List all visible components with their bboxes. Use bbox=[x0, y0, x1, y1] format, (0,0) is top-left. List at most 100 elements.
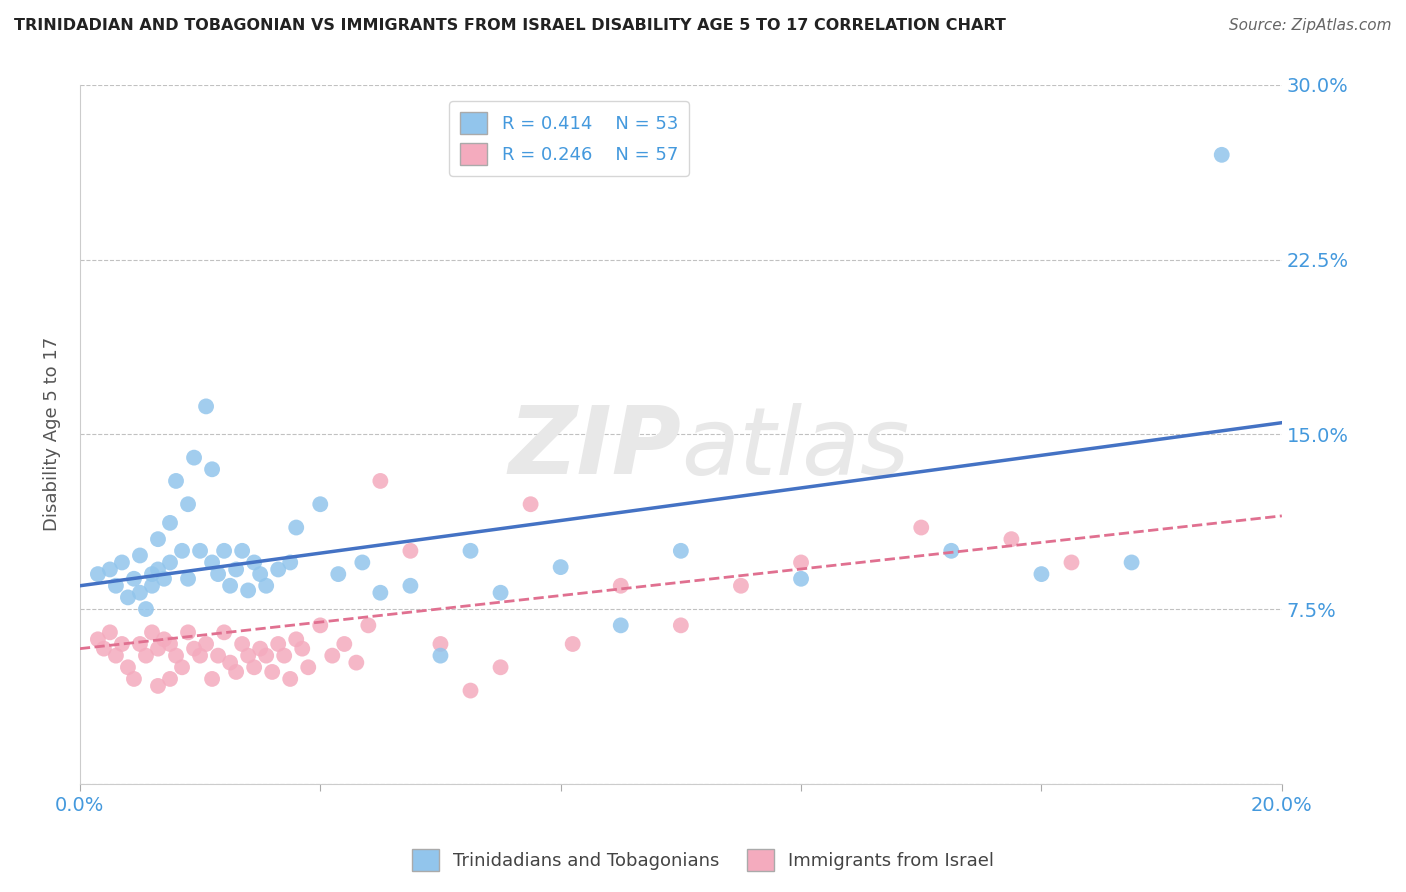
Point bbox=[212, 625, 235, 640]
Point bbox=[146, 641, 169, 656]
Point bbox=[159, 672, 181, 686]
Point bbox=[610, 579, 633, 593]
Point bbox=[141, 579, 163, 593]
Point bbox=[321, 648, 343, 663]
Point bbox=[117, 660, 139, 674]
Point bbox=[135, 648, 157, 663]
Point bbox=[1000, 532, 1022, 546]
Point bbox=[243, 556, 266, 570]
Point bbox=[267, 562, 290, 576]
Point bbox=[309, 618, 332, 632]
Point bbox=[370, 474, 392, 488]
Point bbox=[183, 450, 205, 465]
Point bbox=[212, 544, 235, 558]
Point bbox=[153, 632, 176, 647]
Point bbox=[460, 683, 482, 698]
Point bbox=[117, 591, 139, 605]
Point bbox=[177, 572, 200, 586]
Point bbox=[429, 637, 451, 651]
Point bbox=[790, 556, 813, 570]
Point bbox=[98, 625, 121, 640]
Point bbox=[104, 648, 127, 663]
Point bbox=[910, 520, 932, 534]
Point bbox=[561, 637, 583, 651]
Point bbox=[941, 544, 963, 558]
Point bbox=[344, 656, 367, 670]
Point bbox=[87, 567, 110, 582]
Point bbox=[129, 586, 152, 600]
Point bbox=[399, 579, 422, 593]
Point bbox=[177, 497, 200, 511]
Point bbox=[159, 556, 181, 570]
Point bbox=[225, 562, 247, 576]
Point bbox=[159, 637, 181, 651]
Point bbox=[285, 520, 308, 534]
Point bbox=[170, 660, 193, 674]
Point bbox=[122, 572, 145, 586]
Point bbox=[207, 648, 229, 663]
Point bbox=[146, 562, 169, 576]
Point bbox=[188, 648, 211, 663]
Point bbox=[285, 632, 308, 647]
Point bbox=[309, 497, 332, 511]
Point bbox=[146, 679, 169, 693]
Point bbox=[1211, 148, 1233, 162]
Point bbox=[254, 579, 277, 593]
Point bbox=[489, 586, 512, 600]
Point bbox=[236, 583, 259, 598]
Legend: R = 0.414    N = 53, R = 0.246    N = 57: R = 0.414 N = 53, R = 0.246 N = 57 bbox=[450, 101, 689, 176]
Point bbox=[153, 572, 176, 586]
Point bbox=[333, 637, 356, 651]
Point bbox=[195, 400, 218, 414]
Point bbox=[177, 625, 200, 640]
Point bbox=[730, 579, 752, 593]
Point bbox=[188, 544, 211, 558]
Y-axis label: Disability Age 5 to 17: Disability Age 5 to 17 bbox=[44, 337, 60, 532]
Point bbox=[399, 544, 422, 558]
Point bbox=[104, 579, 127, 593]
Point bbox=[357, 618, 380, 632]
Point bbox=[550, 560, 572, 574]
Point bbox=[669, 544, 692, 558]
Point bbox=[262, 665, 284, 679]
Point bbox=[129, 549, 152, 563]
Point bbox=[249, 641, 271, 656]
Point bbox=[183, 641, 205, 656]
Point bbox=[610, 618, 633, 632]
Point bbox=[201, 462, 224, 476]
Point bbox=[93, 641, 115, 656]
Point bbox=[146, 532, 169, 546]
Legend: Trinidadians and Tobagonians, Immigrants from Israel: Trinidadians and Tobagonians, Immigrants… bbox=[405, 842, 1001, 879]
Point bbox=[159, 516, 181, 530]
Point bbox=[370, 586, 392, 600]
Point bbox=[291, 641, 314, 656]
Point bbox=[111, 556, 134, 570]
Point bbox=[267, 637, 290, 651]
Point bbox=[219, 656, 242, 670]
Point bbox=[254, 648, 277, 663]
Point bbox=[1060, 556, 1083, 570]
Point bbox=[195, 637, 218, 651]
Point bbox=[135, 602, 157, 616]
Point bbox=[122, 672, 145, 686]
Point bbox=[141, 567, 163, 582]
Point bbox=[1121, 556, 1143, 570]
Point bbox=[236, 648, 259, 663]
Point bbox=[231, 544, 253, 558]
Point bbox=[790, 572, 813, 586]
Text: Source: ZipAtlas.com: Source: ZipAtlas.com bbox=[1229, 18, 1392, 33]
Point bbox=[1031, 567, 1053, 582]
Point bbox=[201, 556, 224, 570]
Point bbox=[129, 637, 152, 651]
Point bbox=[219, 579, 242, 593]
Point bbox=[249, 567, 271, 582]
Point bbox=[170, 544, 193, 558]
Point bbox=[328, 567, 350, 582]
Point bbox=[489, 660, 512, 674]
Point bbox=[231, 637, 253, 651]
Text: TRINIDADIAN AND TOBAGONIAN VS IMMIGRANTS FROM ISRAEL DISABILITY AGE 5 TO 17 CORR: TRINIDADIAN AND TOBAGONIAN VS IMMIGRANTS… bbox=[14, 18, 1005, 33]
Point bbox=[352, 556, 374, 570]
Point bbox=[519, 497, 541, 511]
Point bbox=[278, 556, 301, 570]
Point bbox=[669, 618, 692, 632]
